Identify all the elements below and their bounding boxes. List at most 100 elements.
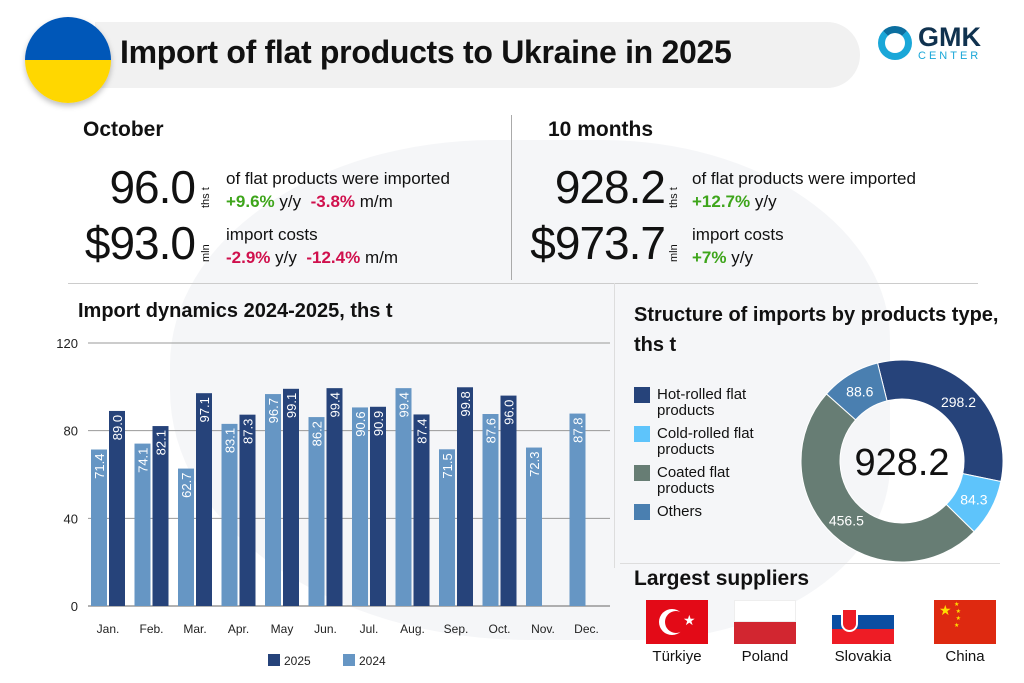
bar-value-label: 87.8: [571, 418, 586, 443]
ten-months-cost-change: +7% y/y: [692, 248, 753, 267]
bar-2024: [439, 449, 455, 606]
bar-2024: [265, 394, 281, 606]
x-tick-label: Jan.: [97, 622, 120, 636]
bar-value-label: 99.1: [284, 393, 299, 418]
ten-months-heading: 10 months: [548, 118, 654, 141]
logo-subtext: CENTER: [918, 50, 982, 62]
divider: [511, 115, 512, 280]
x-tick-label: Sep.: [444, 622, 469, 636]
divider: [614, 283, 615, 568]
bar-2025: [500, 395, 517, 606]
x-tick-label: Nov.: [531, 622, 555, 636]
october-cost: $93.0: [84, 217, 196, 269]
ten-months-volume-unit: ths t: [668, 187, 680, 208]
bar-value-label: 82.1: [154, 430, 169, 455]
y-tick-label: 40: [64, 511, 78, 526]
slice-value-label: 88.6: [846, 383, 873, 399]
bar-2025: [413, 414, 430, 606]
legend-swatch: [343, 654, 355, 666]
ten-months-cost-desc: import costs: [692, 225, 784, 244]
october-cost-change: -2.9% y/y -12.4% m/m: [226, 248, 398, 267]
ten-months-volume-desc: of flat products were imported: [692, 169, 916, 188]
x-tick-label: Mar.: [183, 622, 206, 636]
x-tick-label: Oct.: [488, 622, 510, 636]
x-tick-label: Apr.: [228, 622, 249, 636]
suppliers-heading: Largest suppliers: [634, 567, 810, 590]
legend-item: Cold-rolled flat products: [634, 426, 794, 458]
donut-legend: Hot-rolled flat products Cold-rolled flat…: [634, 387, 794, 527]
donut-center-total: 928.2: [854, 442, 949, 484]
donut-chart: 298.2 84.3 456.5 88.6 928.2: [800, 359, 1004, 563]
bar-value-label: 96.0: [502, 400, 517, 425]
bar-2024: [178, 468, 194, 606]
legend-swatch: [634, 465, 650, 481]
legend-label: 2024: [359, 654, 386, 668]
legend-swatch: [634, 426, 650, 442]
legend-item: Hot-rolled flat products: [634, 387, 794, 419]
legend-label: Others: [657, 503, 703, 520]
logo-text: GMK: [918, 22, 981, 52]
ten-months-volume-change: +12.7% y/y: [692, 192, 777, 211]
country-label: Poland: [741, 648, 789, 665]
bar-2024: [221, 423, 238, 606]
legend-item: Others: [634, 504, 794, 520]
legend-label: Cold-rolled flat products: [657, 425, 754, 458]
bar-value-label: 86.2: [310, 421, 325, 446]
legend-label: Coated flat products: [657, 464, 730, 497]
legend-swatch: [268, 654, 280, 666]
bar-2025: [239, 414, 256, 606]
bar-2024: [352, 407, 368, 606]
title-banner: [95, 22, 860, 88]
ten-months-cost: $973.7: [530, 217, 666, 269]
x-tick-label: Dec.: [574, 622, 599, 636]
legend-label: Hot-rolled flat products: [657, 386, 747, 419]
bar-value-label: 62.7: [179, 473, 194, 498]
bar-2025: [109, 410, 125, 606]
bar-2024: [395, 388, 412, 606]
country-label: Slovakia: [834, 648, 892, 665]
country-label: China: [945, 648, 985, 665]
y-tick-label: 120: [56, 336, 78, 351]
x-tick-label: Feb.: [139, 622, 163, 636]
bar-value-label: 71.5: [440, 453, 455, 478]
gmk-logo: GMK CENTER: [878, 24, 981, 62]
bar-2024: [482, 414, 499, 606]
bar-value-label: 74.1: [136, 448, 151, 473]
bar-value-label: 90.6: [353, 411, 368, 436]
legend-label: 2025: [284, 654, 311, 668]
legend-item: Coated flat products: [634, 465, 794, 497]
october-heading: October: [83, 118, 164, 141]
slice-value-label: 298.2: [941, 394, 976, 410]
bar-value-label: 99.4: [328, 392, 343, 417]
bar-2025: [457, 387, 473, 606]
x-tick-label: Aug.: [400, 622, 425, 636]
bar-value-label: 83.1: [223, 428, 238, 453]
logo-ring-icon: [878, 26, 912, 60]
bar-value-label: 87.3: [241, 419, 256, 444]
bar-value-label: 99.4: [397, 392, 412, 417]
turkey-flag-icon: ★: [646, 600, 708, 644]
slice-value-label: 456.5: [829, 513, 864, 529]
bar-2024: [569, 413, 586, 606]
country-label: Türkiye: [652, 648, 702, 665]
october-volume-change: +9.6% y/y -3.8% m/m: [226, 192, 393, 211]
bar-2025: [283, 388, 299, 606]
bar-2025: [370, 406, 386, 606]
bar-chart: 0 40 80 120 71.489.0 Jan. 74.182.1 Feb. 62.7 97.1…: [56, 336, 610, 668]
china-flag-icon: ★ ★ ★ ★ ★: [934, 600, 996, 644]
bar-2025: [196, 393, 212, 606]
bar-2024: [526, 447, 542, 606]
bar-value-label: 90.9: [371, 411, 386, 436]
donut-slice: [825, 362, 888, 421]
slice-value-label: 84.3: [960, 491, 987, 507]
ten-months-cost-unit: mln: [668, 244, 680, 262]
bar-2025: [326, 388, 343, 606]
divider: [68, 283, 978, 284]
bar-value-label: 89.0: [110, 415, 125, 440]
donut-chart-title: Structure of imports by products type, t…: [634, 304, 999, 356]
x-tick-label: Jul.: [360, 622, 379, 636]
bar-value-label: 96.7: [266, 398, 281, 423]
bar-2025: [152, 426, 169, 606]
bar-value-label: 71.4: [92, 454, 107, 479]
divider: [620, 563, 1000, 564]
